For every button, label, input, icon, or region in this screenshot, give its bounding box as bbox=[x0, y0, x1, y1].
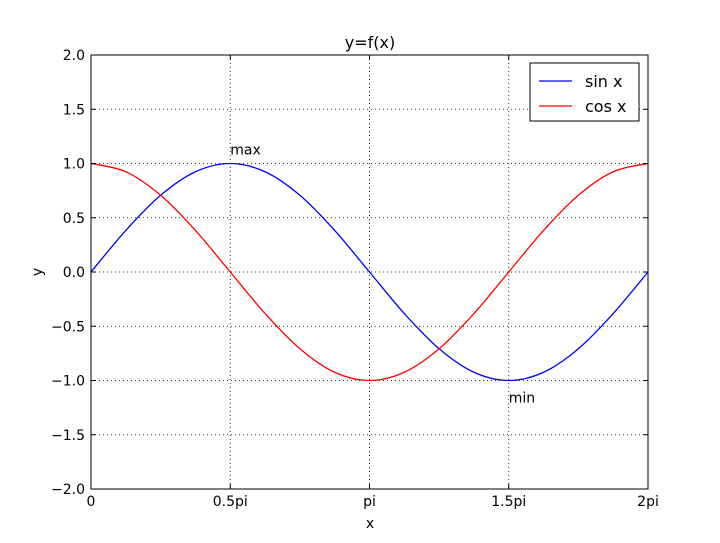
axis-ticks: 0 0.5pi pi 1.5pi 2pi 2.0 1.5 1.0 0.5 0.0 −0.5 −1.0 −… bbox=[51, 48, 659, 510]
annotations: max min bbox=[230, 143, 535, 407]
y-axis-label: y bbox=[30, 268, 46, 276]
y-tick-label: −1.5 bbox=[51, 428, 85, 444]
y-tick-label: 2.0 bbox=[63, 48, 85, 64]
legend-box bbox=[529, 62, 640, 122]
x-tick-label: 0 bbox=[87, 494, 96, 510]
series-line-sin-x bbox=[90, 162, 649, 382]
x-tick-label: 0.5pi bbox=[213, 494, 248, 510]
x-tick-label: 1.5pi bbox=[491, 494, 526, 510]
legend-label: sin x bbox=[585, 72, 622, 91]
chart-title: y=f(x) bbox=[345, 33, 395, 52]
legend: sin x cos x bbox=[529, 62, 640, 122]
x-tick-label: 2pi bbox=[637, 494, 659, 510]
y-tick-label: −0.5 bbox=[51, 319, 85, 335]
annotation-max: max bbox=[230, 143, 261, 159]
y-tick-label: 1.0 bbox=[63, 157, 85, 173]
x-axis-label: x bbox=[366, 516, 374, 532]
y-tick-label: −1.0 bbox=[51, 374, 85, 390]
y-tick-label: 0.0 bbox=[63, 265, 85, 281]
y-tick-label: −2.0 bbox=[51, 482, 85, 498]
x-tick-label: pi bbox=[363, 494, 376, 510]
y-tick-label: 1.5 bbox=[63, 102, 85, 118]
series-line-cos-x bbox=[90, 162, 649, 382]
annotation-min: min bbox=[509, 391, 535, 407]
legend-label: cos x bbox=[585, 97, 626, 116]
plot-series bbox=[90, 162, 649, 382]
y-tick-label: 0.5 bbox=[63, 211, 85, 227]
